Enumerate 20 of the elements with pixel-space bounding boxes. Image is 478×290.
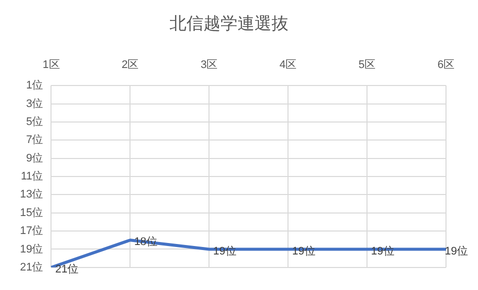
y-tick-label: 9位 — [26, 152, 44, 164]
chart-title: 北信越学連選抜 — [170, 14, 288, 33]
data-label: 21位 — [55, 263, 78, 276]
y-tick-label: 19位 — [20, 243, 44, 256]
x-tick-label: 6区 — [437, 59, 455, 72]
y-tick-label: 3位 — [26, 98, 44, 110]
y-tick-label: 5位 — [26, 116, 44, 128]
y-tick-label: 17位 — [20, 225, 44, 238]
y-tick-label: 11位 — [20, 170, 44, 183]
y-tick-label: 1位 — [26, 80, 44, 92]
x-tick-label: 3区 — [200, 59, 218, 72]
data-label: 19位 — [444, 245, 468, 258]
y-tick-label: 21位 — [20, 261, 44, 274]
y-tick-label: 7位 — [26, 134, 44, 146]
y-tick-label: 13位 — [20, 188, 44, 201]
y-tick-label: 15位 — [20, 206, 44, 219]
x-tick-label: 1区 — [42, 59, 60, 72]
x-tick-label: 5区 — [358, 59, 376, 72]
x-tick-label: 4区 — [280, 59, 297, 72]
x-tick-label: 2区 — [122, 59, 139, 72]
